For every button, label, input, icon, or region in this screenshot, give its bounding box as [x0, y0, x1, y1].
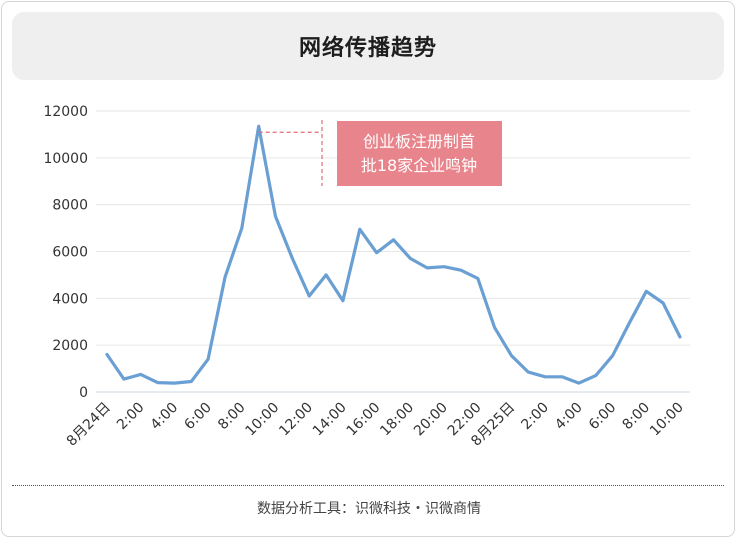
y-tick-label: 12000 [43, 104, 88, 120]
x-tick-label: 10:00 [647, 400, 687, 440]
y-tick-label: 2000 [52, 338, 88, 354]
y-tick-label: 8000 [52, 198, 88, 214]
annotation-text: 创业板注册制首 [363, 132, 475, 151]
x-tick-label: 16:00 [344, 400, 384, 440]
x-tick-label: 14:00 [310, 400, 350, 440]
series-layer [105, 124, 682, 385]
y-tick-label: 6000 [52, 245, 88, 261]
x-axis: 8月24日 2:00 4:00 6:00 8:0010:0012:0014:0016:0… [64, 400, 687, 450]
x-tick-label: 20:00 [411, 400, 451, 440]
x-tick-label: 10:00 [243, 400, 283, 440]
x-tick-label: 12:00 [276, 400, 316, 440]
title-bar: 网络传播趋势 [12, 12, 724, 80]
grid-layer [96, 110, 690, 393]
y-axis: 0 2000 4000 6000 8000 10000 12000 [43, 104, 88, 401]
y-tick-label: 0 [79, 385, 88, 401]
x-tick-label: 4:00 [552, 400, 586, 434]
footer-divider [12, 485, 724, 486]
x-tick-label: 6:00 [586, 400, 620, 434]
chart-title: 网络传播趋势 [298, 36, 437, 61]
y-tick-label: 4000 [52, 291, 88, 307]
annotation-text: 批18家企业鸣钟 [361, 156, 477, 175]
x-tick-label: 8月24日 [64, 400, 114, 450]
x-tick-label: 6:00 [181, 400, 215, 434]
x-tick-label: 4:00 [148, 400, 182, 434]
x-tick-label: 2:00 [518, 400, 552, 434]
annotation-box [337, 121, 502, 186]
x-tick-label: 18:00 [377, 400, 417, 440]
data-source-text: 数据分析工具：识微科技・识微商情 [257, 501, 481, 517]
x-tick-label: 2:00 [114, 400, 148, 434]
y-tick-label: 10000 [43, 151, 88, 167]
